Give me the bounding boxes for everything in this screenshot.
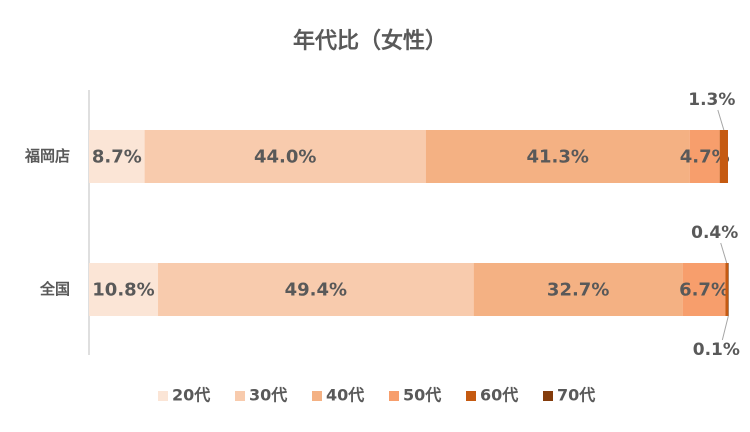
legend-label: 30代: [249, 386, 287, 405]
bar-segment: [473, 263, 683, 316]
legend-swatch: [466, 391, 476, 401]
data-label: 44.0%: [254, 147, 316, 168]
leader-line: [721, 315, 729, 341]
bar-segment: [158, 263, 474, 316]
data-label: 6.7%: [679, 280, 729, 301]
data-label: 49.4%: [285, 280, 347, 301]
leader-line: [717, 109, 725, 131]
bar-segment: [144, 130, 426, 183]
legend-swatch: [389, 391, 399, 401]
bar-segment: [425, 130, 690, 183]
legend-label: 70代: [557, 386, 595, 405]
legend-swatch: [235, 391, 245, 401]
bar-segment: [89, 130, 145, 183]
data-label: 4.7%: [680, 147, 730, 168]
y-tick-label: 全国: [39, 280, 70, 298]
legend-swatch: [158, 391, 168, 401]
bar-segment: [728, 263, 729, 316]
bar-segment: [682, 263, 726, 316]
legend-label: 20代: [172, 386, 210, 405]
bar-segment: [89, 263, 159, 316]
bar-segment: [725, 263, 728, 316]
data-label: 41.3%: [526, 147, 588, 168]
legend-swatch: [312, 391, 322, 401]
leader-line: [720, 242, 728, 264]
legend-label: 50代: [403, 386, 441, 405]
chart-title: 年代比（女性）: [293, 28, 447, 54]
legend-swatch: [543, 391, 553, 401]
data-label: 32.7%: [547, 280, 609, 301]
bar-segment: [689, 130, 720, 183]
data-label: 1.3%: [688, 90, 735, 110]
data-label: 10.8%: [92, 280, 154, 301]
legend-label: 40代: [326, 386, 364, 405]
bar-segment: [719, 130, 728, 183]
legend-label: 60代: [480, 386, 518, 405]
y-tick-label: 福岡店: [24, 147, 70, 165]
data-label: 0.1%: [693, 340, 740, 360]
data-label: 0.4%: [691, 223, 738, 243]
data-label: 8.7%: [92, 147, 142, 168]
